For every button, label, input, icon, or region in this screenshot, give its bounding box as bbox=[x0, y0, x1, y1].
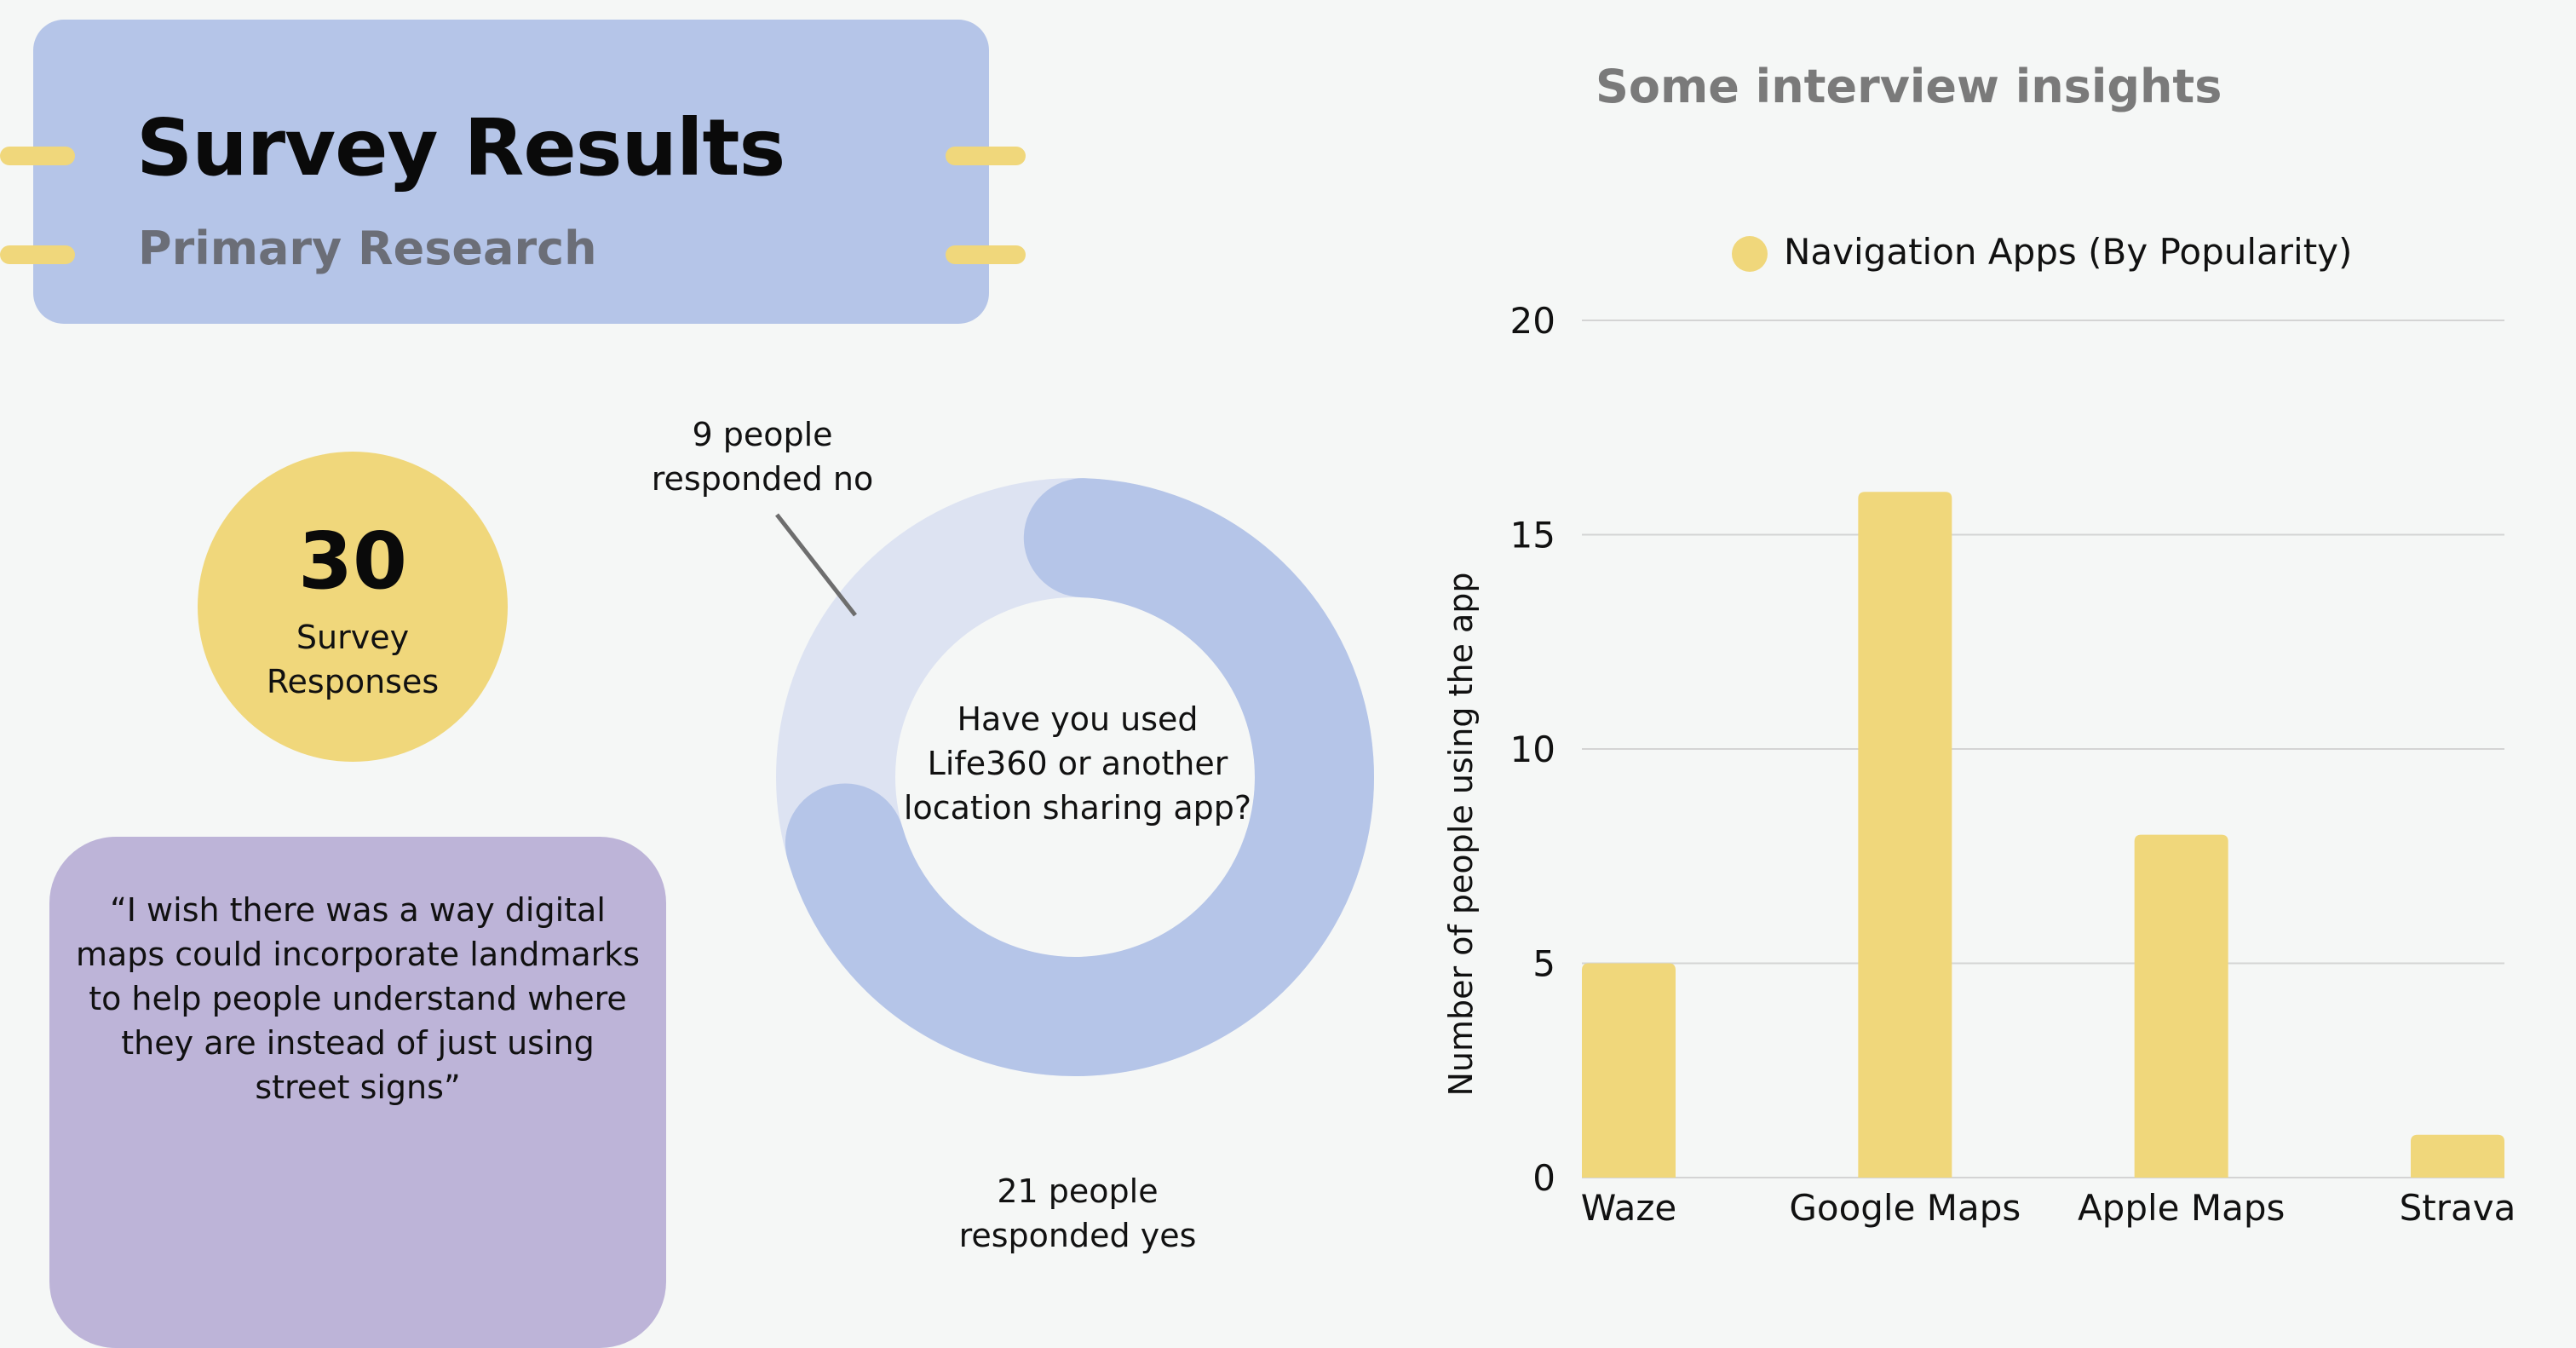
donut-label-yes-line: responded yes bbox=[958, 1217, 1197, 1254]
y-tick-label: 20 bbox=[1510, 300, 1555, 342]
bar-google-maps bbox=[1858, 492, 1952, 1178]
survey-count-label-line: Responses bbox=[266, 663, 440, 700]
header-card bbox=[33, 20, 989, 324]
y-tick-label: 15 bbox=[1510, 515, 1555, 556]
survey-count-label: Survey Responses bbox=[198, 615, 508, 704]
quote-card bbox=[49, 837, 666, 1348]
page-title: Survey Results bbox=[136, 102, 785, 193]
legend-swatch bbox=[1732, 236, 1768, 272]
binder-tab bbox=[0, 245, 75, 264]
bar-chart: 0 5 10 15 20 Waze Google Maps Apple Maps Strava N… bbox=[1442, 231, 2516, 1229]
survey-count-circle bbox=[198, 452, 508, 762]
donut-leader-line bbox=[775, 513, 857, 617]
bar-waze bbox=[1582, 963, 1676, 1178]
y-axis-label: Number of people using the app bbox=[1442, 572, 1480, 1096]
x-tick-label: Google Maps bbox=[1789, 1187, 2021, 1229]
binder-tab bbox=[946, 245, 1026, 264]
donut-slice-yes bbox=[785, 478, 1374, 1076]
survey-count-label-line: Survey bbox=[296, 619, 410, 656]
x-tick-label: Apple Maps bbox=[2078, 1187, 2285, 1229]
donut-chart bbox=[775, 478, 1374, 1076]
y-tick-label: 0 bbox=[1532, 1157, 1555, 1199]
donut-label-no-line: 9 people bbox=[692, 416, 833, 453]
chart-title: Some interview insights bbox=[1596, 60, 2222, 113]
interview-quote: “I wish there was a way digital maps cou… bbox=[75, 891, 641, 1106]
donut-label-no: 9 people responded no bbox=[622, 412, 903, 501]
donut-label-no-line: responded no bbox=[651, 460, 874, 498]
y-tick-label: 5 bbox=[1532, 943, 1555, 985]
y-tick-label: 10 bbox=[1510, 729, 1555, 770]
donut-question: Have you used Life360 or another locatio… bbox=[903, 700, 1252, 827]
binder-tab bbox=[0, 147, 75, 165]
donut-label-yes: 21 people responded yes bbox=[929, 1169, 1227, 1258]
x-tick-label: Waze bbox=[1581, 1187, 1676, 1229]
binder-tab bbox=[946, 147, 1026, 165]
bar-apple-maps bbox=[2134, 834, 2228, 1178]
x-tick-label: Strava bbox=[2400, 1187, 2516, 1229]
survey-count-number: 30 bbox=[297, 516, 408, 607]
donut-label-yes-line: 21 people bbox=[997, 1172, 1159, 1210]
bar-strava bbox=[2411, 1134, 2504, 1178]
page-subtitle: Primary Research bbox=[138, 222, 597, 275]
legend-label: Navigation Apps (By Popularity) bbox=[1784, 231, 2352, 273]
